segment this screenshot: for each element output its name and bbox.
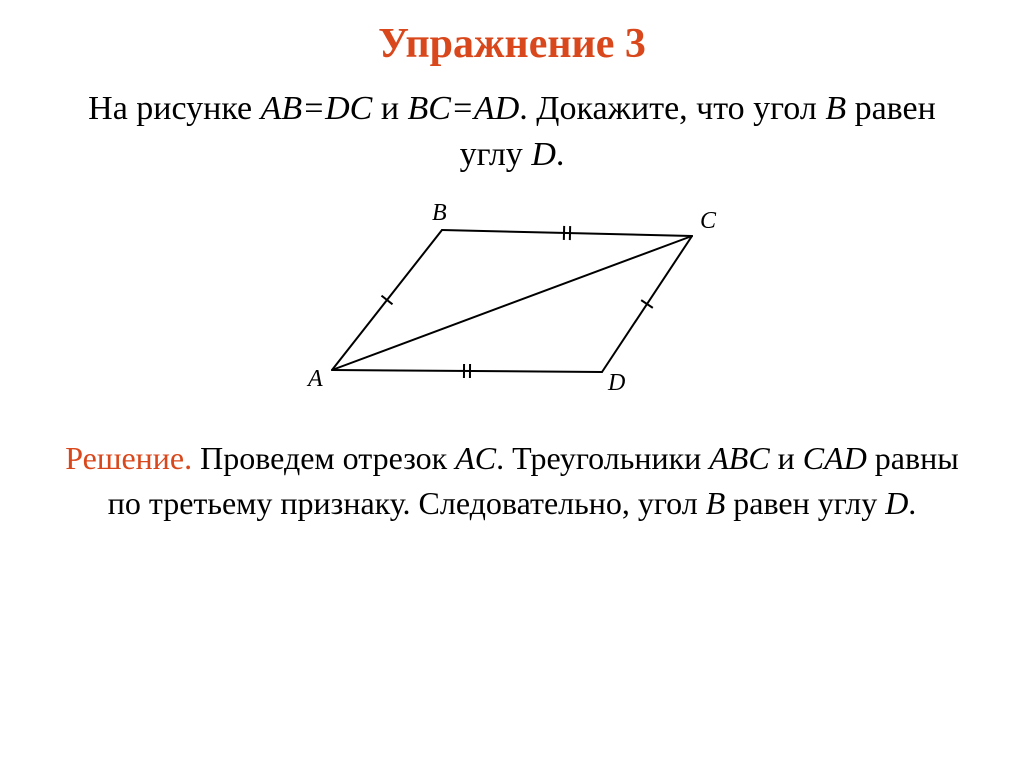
geometry-diagram: A B C D <box>292 200 732 400</box>
problem-statement: На рисунке AB=DC и BC=AD. Докажите, что … <box>60 86 964 178</box>
text: . <box>908 485 916 521</box>
svg-text:B: B <box>432 200 447 226</box>
text: На рисунке <box>88 90 260 127</box>
math-var: CAD <box>803 440 867 476</box>
text: . <box>556 136 565 173</box>
svg-text:A: A <box>306 366 323 392</box>
slide-title: Упражнение 3 <box>60 20 964 68</box>
text: и <box>372 90 407 127</box>
text: . Докажите, что угол <box>519 90 825 127</box>
text: Проведем отрезок <box>192 440 455 476</box>
math-var: B <box>706 485 726 521</box>
text: равен углу <box>725 485 885 521</box>
solution-text: Решение. Проведем отрезок AC. Треугольни… <box>60 436 964 526</box>
svg-text:C: C <box>700 208 717 234</box>
slide: Упражнение 3 На рисунке AB=DC и BC=AD. Д… <box>0 0 1024 768</box>
math-var: B <box>825 90 846 127</box>
math-var: AC <box>455 440 496 476</box>
math-var: ABC <box>709 440 769 476</box>
math-var: D <box>531 136 556 173</box>
solution-label: Решение. <box>65 440 192 476</box>
math-var: D <box>885 485 908 521</box>
math-expr: BC=AD <box>408 90 520 127</box>
text: и <box>770 440 803 476</box>
math-expr: AB=DC <box>261 90 373 127</box>
svg-text:D: D <box>607 370 625 396</box>
text: . Треугольники <box>496 440 709 476</box>
